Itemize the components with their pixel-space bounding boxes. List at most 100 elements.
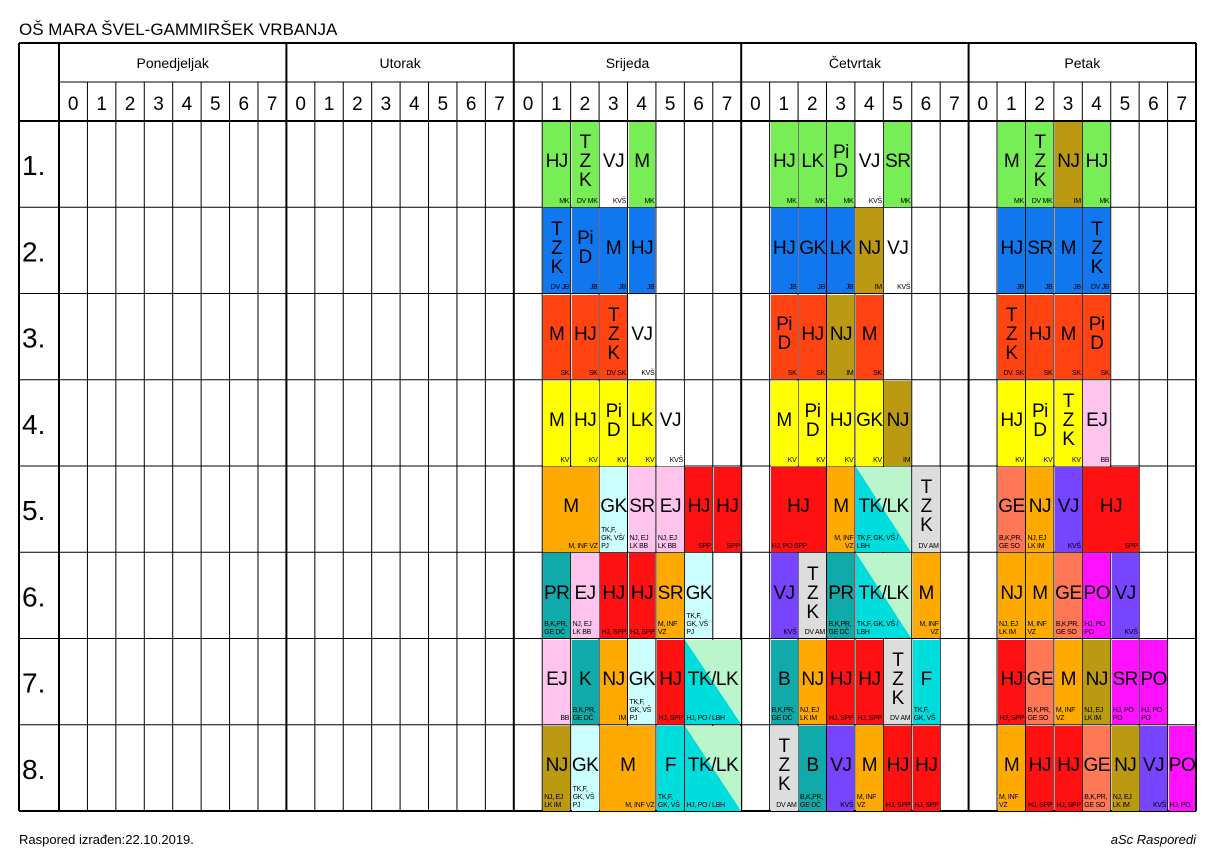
lesson-subject: HJ — [545, 151, 569, 173]
lesson-cell: NJ IM — [827, 294, 855, 380]
lesson-subject: HJ — [1028, 323, 1052, 345]
lesson-teacher: MK — [1099, 197, 1110, 205]
lesson-teacher: HJ, PO PO — [1112, 707, 1134, 723]
lesson-cell: LK KV — [628, 380, 656, 466]
brand-label: aSc Rasporedi — [1110, 832, 1196, 847]
lesson-subject: M — [1032, 582, 1048, 604]
lesson-teacher: MK — [644, 197, 655, 205]
lesson-subject: VJ — [1057, 496, 1080, 518]
lesson-subject: VJ — [830, 755, 852, 777]
lesson-cell: GK TK,F, GK, VŠ PJ — [685, 553, 713, 638]
lesson-teacher: SK — [816, 370, 825, 378]
lesson-teacher: TK,F, GK, VŠ / LBH — [856, 534, 899, 550]
lesson-cell: VJ KVŠ — [1054, 467, 1082, 552]
lesson-teacher: JB — [1016, 284, 1024, 291]
lesson-cell: NJ IM — [855, 208, 883, 293]
period-number: 3 — [835, 94, 846, 115]
lesson-cell: HJ MK — [770, 122, 798, 207]
lesson-teacher: JB — [1044, 284, 1053, 291]
lesson-teacher: HJ, SPP — [914, 801, 939, 809]
lesson-subject: HJ — [573, 323, 597, 345]
lesson-subject: M — [776, 410, 792, 432]
lesson-cell: TZK DV. SK — [998, 294, 1025, 380]
lesson-teacher: TK,F, GK, VŠ — [913, 707, 936, 723]
lesson-cell: PiD KV — [799, 380, 826, 466]
period-number: 2 — [125, 94, 136, 115]
lesson-subject: TZK — [891, 649, 905, 709]
lesson-teacher: M, INF VZ — [625, 801, 655, 809]
lesson-teacher: KVŠ — [897, 284, 911, 291]
lesson-cell: GK KV — [855, 380, 883, 466]
lesson-teacher: JB — [788, 284, 797, 291]
lesson-teacher: SK — [1072, 370, 1081, 378]
lesson-teacher: TK,F, GK, VŠ PJ — [629, 699, 652, 723]
class-label: 7. — [22, 668, 45, 699]
lesson-teacher: B,K,PR, GE DČ — [544, 621, 568, 636]
period-number: 6 — [238, 94, 249, 115]
lesson-cell: HJ HJ, SPP — [1054, 725, 1082, 811]
lesson-subject: TZK — [806, 563, 819, 623]
lesson-subject: HJ — [1000, 668, 1023, 690]
lesson-subject: TZK — [777, 736, 791, 796]
lesson-teacher: HJ, PO PO — [1141, 707, 1162, 723]
lesson-cell: VJ KVŠ — [855, 122, 883, 207]
lesson-subject: PiD — [1031, 400, 1048, 441]
lesson-subject: TZK — [1005, 304, 1018, 364]
class-label: 8. — [22, 754, 45, 785]
period-number: 7 — [267, 94, 278, 115]
lesson-cell: HJ HJ, SPP — [827, 639, 855, 725]
lesson-cell: EJ BB — [1083, 380, 1111, 466]
lesson-cell: HJ MK — [543, 122, 571, 207]
lesson-cell: M SK — [1054, 294, 1082, 380]
period-number: 2 — [352, 94, 363, 115]
lesson-subject: TZK — [1090, 218, 1104, 278]
lesson-subject: M — [833, 496, 849, 518]
lesson-cell: SR HJ, PO PO — [1111, 639, 1139, 725]
lesson-cell: HJ HJ, PO SPP — [770, 467, 826, 552]
lesson-subject: HJ — [787, 496, 810, 518]
lesson-cell: GK TK,F, GK, VŠ PJ — [571, 725, 599, 811]
lesson-teacher: MK — [815, 197, 825, 205]
lesson-subject: TK/LK — [858, 496, 909, 518]
lesson-subject: HJ — [772, 237, 796, 259]
lesson-teacher: B,K,PR, GE SO — [1084, 793, 1108, 809]
lesson-cell: PiD KV — [1026, 380, 1054, 466]
lesson-cell: PR B,K,PR, GE DČ — [543, 553, 571, 638]
lesson-cell: NJ NJ, EJ LK IM — [543, 725, 571, 811]
day-header: Utorak — [379, 55, 421, 71]
lesson-teacher: SPP — [726, 542, 740, 550]
lesson-teacher: HJ, SPP — [1056, 801, 1081, 809]
lesson-subject: SR — [629, 496, 655, 518]
period-number: 5 — [892, 94, 903, 115]
lesson-cell: TZK DV AM — [799, 553, 826, 638]
lesson-teacher: MK — [786, 197, 797, 205]
lesson-teacher: DV JB — [1090, 284, 1110, 291]
period-number: 6 — [693, 94, 704, 115]
lesson-cell: HJ SK — [799, 294, 826, 380]
lesson-cell: EJ NJ, EJ LK BB — [656, 467, 684, 552]
lesson-subject: M — [861, 755, 878, 777]
lesson-cell: VJ KVŠ — [827, 725, 855, 811]
period-number: 4 — [1091, 94, 1102, 115]
lesson-subject: GE — [998, 496, 1025, 518]
lesson-teacher: NJ, EJ LK IM — [1112, 793, 1132, 809]
lesson-cell: M M, INF VZ — [827, 467, 855, 552]
lesson-teacher: DV JB — [550, 284, 570, 291]
lesson-subject: GK — [571, 755, 599, 777]
lesson-subject: HJ — [886, 755, 910, 777]
lesson-cell: LK JB — [827, 208, 855, 293]
lesson-cell: NJ NJ, EJ LK IM — [1083, 639, 1111, 725]
lesson-subject: GK — [799, 237, 826, 259]
lesson-subject: HJ — [1099, 496, 1123, 518]
lesson-teacher: NJ, EJ LK BB — [629, 534, 649, 550]
lesson-teacher: HJ, PO SPP — [771, 542, 808, 550]
period-number: 7 — [494, 94, 505, 115]
generated-date: Raspored izrađen:22.10.2019. — [19, 832, 194, 847]
lesson-subject: HJ — [659, 668, 682, 690]
lesson-teacher: TK,F, GK, VŠ/ PJ — [601, 526, 625, 550]
lesson-cell: GE B,K,PR, GE SO — [998, 467, 1025, 552]
lesson-teacher: M, INF VZ — [568, 542, 598, 550]
lesson-teacher: NJ, EJ LK IM — [1027, 534, 1047, 550]
lesson-subject: NJ — [1085, 668, 1109, 690]
lesson-teacher: DV AM — [776, 801, 797, 809]
